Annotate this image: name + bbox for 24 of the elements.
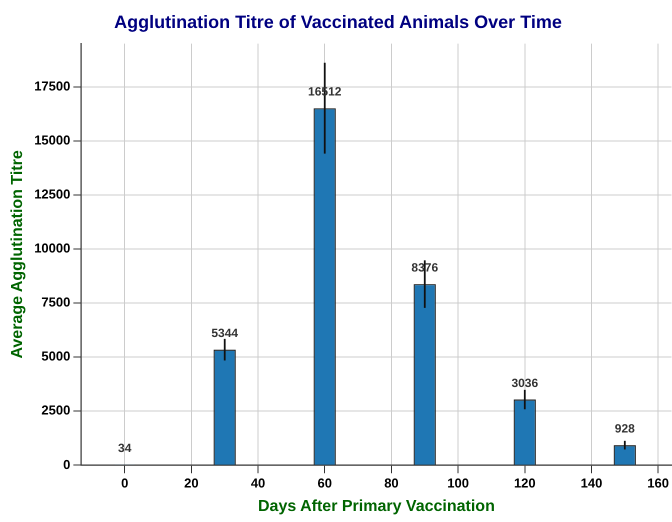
x-tick-label: 120 — [514, 476, 536, 491]
y-tick-label: 10000 — [34, 240, 70, 256]
chart-title: Agglutination Titre of Vaccinated Animals Over Time — [114, 12, 562, 32]
y-axis-title: Average Agglutination Titre — [9, 150, 26, 359]
x-tick-label: 100 — [447, 476, 469, 491]
y-tick-label: 5000 — [41, 348, 70, 364]
x-tick-label: 80 — [384, 476, 399, 491]
y-tick-label: 0 — [63, 456, 70, 472]
data-label: 34 — [118, 440, 132, 455]
y-tick-label: 7500 — [41, 294, 70, 310]
y-tick-label: 12500 — [34, 186, 70, 202]
x-tick-label: 160 — [647, 476, 670, 491]
x-tick-label: 60 — [318, 476, 332, 491]
x-tick-label: 0 — [121, 476, 128, 491]
x-tick-label: 20 — [184, 476, 199, 491]
y-tick-label: 15000 — [34, 132, 70, 148]
x-tick-label: 140 — [580, 476, 602, 491]
y-tick-label: 2500 — [41, 402, 70, 418]
x-axis-title: Days After Primary Vaccination — [258, 498, 495, 515]
data-label: 928 — [614, 421, 636, 436]
data-label: 5344 — [211, 326, 238, 340]
x-tick-label: 40 — [250, 476, 266, 491]
data-label: 3036 — [511, 376, 538, 390]
y-tick-label: 17500 — [34, 78, 70, 94]
